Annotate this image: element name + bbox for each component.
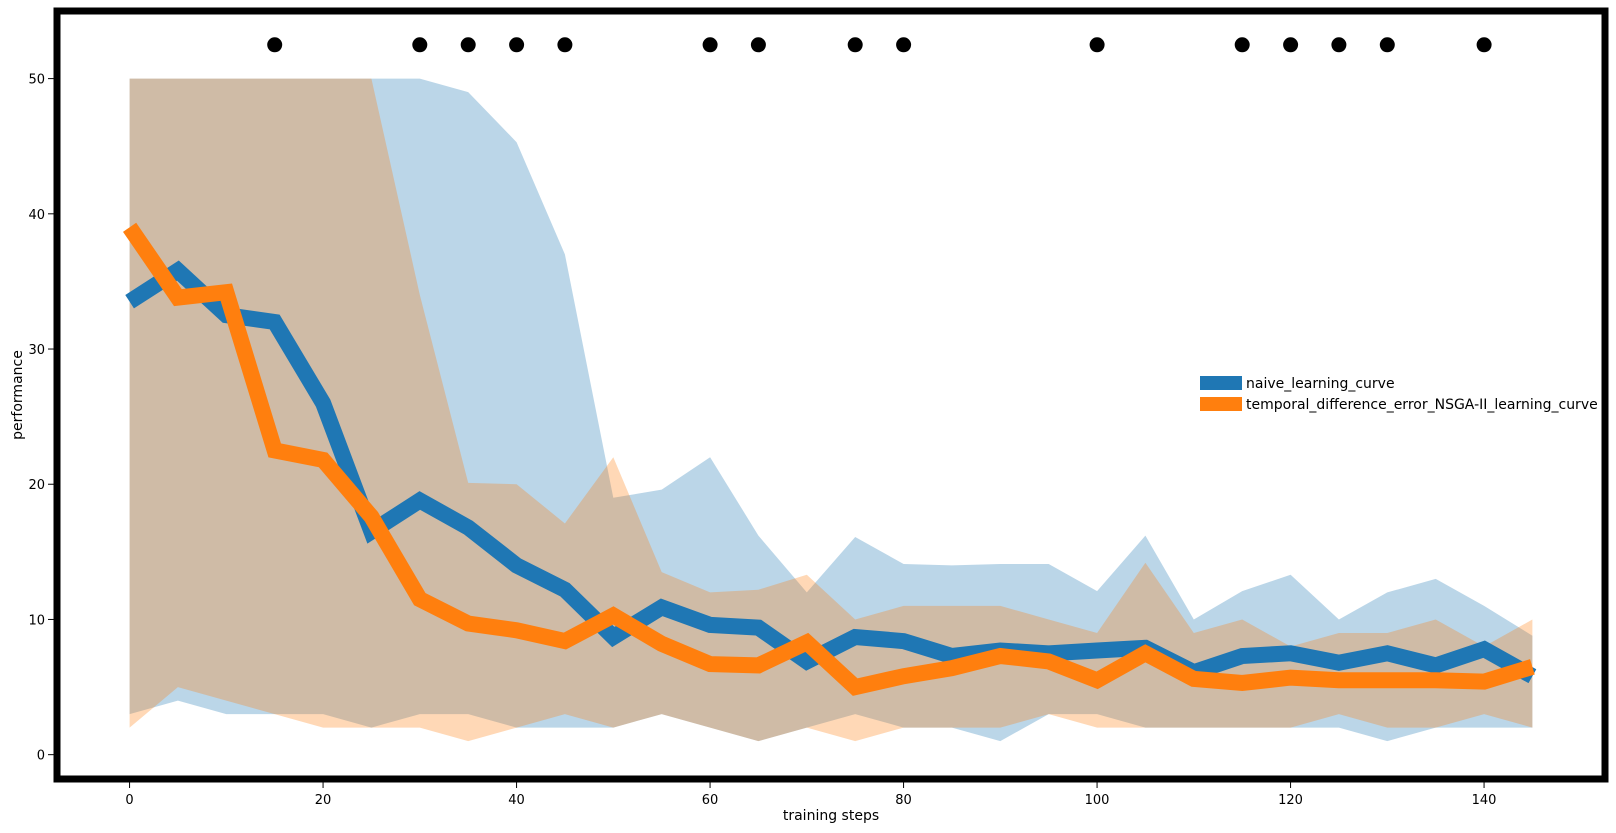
marker-point-4: [557, 37, 573, 53]
x-tick-label: 20: [315, 793, 332, 808]
y-tick-label: 20: [28, 478, 45, 493]
marker-point-8: [896, 37, 912, 53]
marker-point-11: [1283, 37, 1299, 53]
band-series-1: [129, 78, 1533, 742]
marker-point-14: [1476, 37, 1492, 53]
lines-layer: [123, 222, 1537, 696]
marker-point-12: [1331, 37, 1347, 53]
legend: naive_learning_curve temporal_difference…: [1200, 376, 1598, 413]
legend-swatch-td-nsga: [1200, 397, 1242, 411]
marker-point-6: [750, 37, 766, 53]
x-axis-title: training steps: [783, 808, 879, 824]
y-tick-label: 50: [28, 73, 45, 88]
y-tick-label: 40: [28, 208, 45, 223]
marker-point-10: [1234, 37, 1250, 53]
x-tick-label: 0: [125, 793, 133, 808]
legend-label-td-nsga: temporal_difference_error_NSGA-II_learni…: [1246, 397, 1598, 413]
bands-layer: [129, 78, 1533, 742]
legend-swatch-naive: [1200, 376, 1242, 390]
marker-point-5: [702, 37, 718, 53]
y-axis-title: performance: [10, 350, 26, 440]
markers-layer: [267, 37, 1492, 53]
marker-point-9: [1089, 37, 1105, 53]
line-series-1: [123, 222, 1535, 696]
marker-point-3: [509, 37, 525, 53]
x-tick-label: 60: [702, 793, 719, 808]
x-tick-label: 80: [895, 793, 912, 808]
x-tick-label: 140: [1472, 793, 1497, 808]
y-tick-label: 10: [28, 613, 45, 628]
x-tick-label: 100: [1085, 793, 1110, 808]
marker-point-2: [460, 37, 476, 53]
band-series-0: [129, 78, 1533, 742]
plot-frame: [53, 7, 1609, 783]
x-tick-label: 40: [508, 793, 525, 808]
legend-label-naive: naive_learning_curve: [1246, 376, 1395, 392]
ticks-layer: 0 20 40 60 80 100 120 140 0 10 20 30 40 50: [28, 73, 1496, 808]
marker-point-7: [847, 37, 863, 53]
x-tick-label: 120: [1278, 793, 1303, 808]
marker-point-13: [1379, 37, 1395, 53]
y-tick-label: 30: [28, 343, 45, 358]
y-tick-label: 0: [37, 749, 45, 764]
marker-point-1: [412, 37, 428, 53]
marker-point-0: [267, 37, 283, 53]
